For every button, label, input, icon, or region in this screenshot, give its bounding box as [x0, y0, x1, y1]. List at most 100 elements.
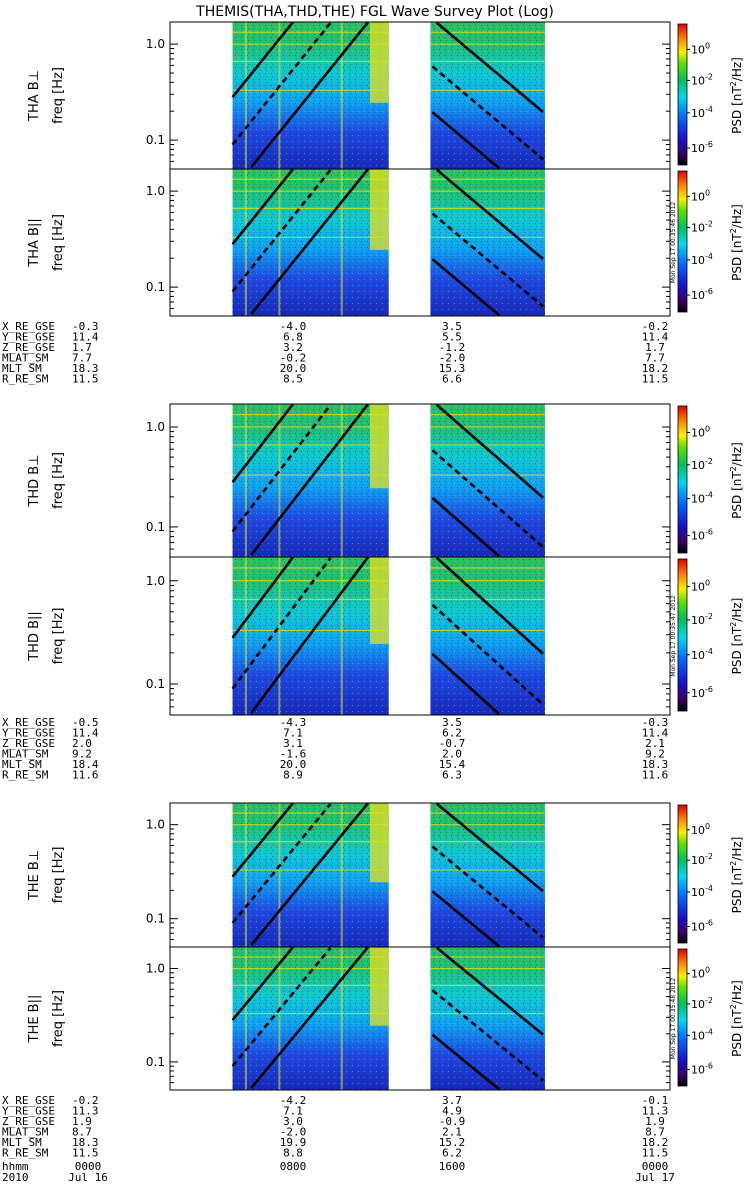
panel-ylabel: THD B|| [27, 611, 42, 662]
ephemeris-label: MLAT_SM [2, 352, 49, 365]
colorbar [677, 170, 688, 313]
colorbar-label: PSD [nT2/Hz] [729, 980, 744, 1057]
noise-strip [245, 22, 247, 169]
gyrofrequency-curve [231, 21, 294, 99]
gyrofrequency-curve [231, 22, 332, 146]
gyrofrequency-curve [250, 946, 369, 1089]
colorbar-tick-label: 100 [691, 188, 710, 203]
ephemeris-label: MLT_SM [2, 1136, 42, 1149]
panel-ylabel: THE B|| [27, 995, 42, 1044]
noise-strip [340, 169, 343, 316]
spectrogram-hot-band [370, 404, 389, 489]
colorbar-label: PSD [nT2/Hz] [729, 57, 744, 134]
ephemeris-value: 11.4 [642, 727, 669, 740]
colorbar-tick-label: 10-6 [691, 527, 713, 542]
spectrogram-hot-band [370, 22, 389, 103]
ephemeris-label: MLAT_SM [2, 1126, 49, 1139]
y-tick-label: 0.1 [146, 280, 165, 294]
gyrofrequency-curve [231, 403, 294, 484]
ephemeris-value: 7.7 [72, 352, 92, 365]
ephemeris-value: 15.4 [439, 758, 466, 771]
colorbar-tick-label: 10-6 [691, 287, 713, 302]
noise-strip [278, 22, 281, 169]
y-tick-label: 1.0 [146, 184, 165, 198]
freq-axis-label: freq [Hz] [51, 990, 66, 1047]
ephemeris-value: 20.0 [280, 362, 307, 375]
colorbar-tick-label: 10-4 [691, 252, 713, 267]
y-tick-label: 1.0 [146, 962, 165, 976]
colorbar [677, 405, 688, 554]
ephemeris-value: 3.5 [442, 320, 462, 333]
noise-strip [278, 557, 281, 715]
colorbar-tick-label: 100 [691, 966, 710, 981]
gyrofrequency-curve [231, 556, 294, 639]
noise-strip [340, 22, 343, 169]
y-tick-label: 0.1 [146, 912, 165, 926]
panel-ylabel: THA B⊥ [27, 70, 42, 122]
noise-strip [245, 404, 247, 557]
ephemeris-value: -2.0 [280, 1126, 307, 1139]
ephemeris-value: 11.5 [642, 373, 669, 386]
ephemeris-label: Z_RE_GSE [2, 1115, 55, 1128]
colorbar-tick-label: 10-6 [691, 140, 713, 155]
freq-axis-label: freq [Hz] [51, 67, 66, 124]
gyrofrequency-curve [231, 947, 332, 1068]
ephemeris-value: 4.9 [442, 1105, 462, 1118]
ephemeris-value: -0.7 [439, 737, 466, 750]
y-tick-label: 0.1 [146, 677, 165, 691]
gyrofrequency-curve [231, 557, 332, 690]
ephemeris-value: 11.3 [72, 1105, 99, 1118]
ephemeris-label: MLAT_SM [2, 748, 49, 761]
panel-ylabel: THA B|| [27, 218, 42, 267]
panel-frame [169, 556, 671, 716]
ephemeris-value: -0.3 [642, 716, 669, 729]
ephemeris-label: Z_RE_GSE [2, 737, 55, 750]
ephemeris-value: -0.1 [642, 1094, 669, 1107]
gyrofrequency-curve [250, 403, 369, 556]
colorbar-tick-label: 100 [691, 424, 710, 439]
colorbar-label: PSD [nT2/Hz] [729, 598, 744, 675]
ephemeris-value: 6.2 [442, 1147, 462, 1160]
ephemeris-label: X_RE_GSE [2, 1094, 55, 1107]
gyrofrequency-curve [431, 258, 501, 317]
colorbar-tick-label: 10-2 [691, 219, 713, 234]
noise-strip [245, 803, 247, 947]
ephemeris-value: -2.0 [439, 352, 466, 365]
ephemeris-value: 3.5 [442, 716, 462, 729]
colorbar [677, 23, 688, 166]
ephemeris-value: 1.7 [72, 341, 92, 354]
freq-axis-label: freq [Hz] [51, 608, 66, 665]
spectrogram-panel: 1.0 0.1 THA B⊥ freq [Hz] 100 10-2 10-4 10-6 PSD … [27, 21, 744, 170]
ephemeris-label: R_RE_SM [2, 373, 49, 386]
ephemeris-label: Z_RE_GSE [2, 341, 55, 354]
noise-strip [278, 803, 281, 947]
colorbar-tick-label: 100 [691, 578, 710, 593]
ephemeris-value: 18.3 [72, 362, 99, 375]
ephemeris-value: 1.9 [72, 1115, 92, 1128]
ephemeris-value: -1.6 [280, 748, 307, 761]
ephemeris-value: 11.5 [72, 373, 99, 386]
ephemeris-value: -0.3 [72, 320, 99, 333]
ephemeris-value: 6.3 [442, 769, 462, 782]
ephemeris-value: 7.7 [645, 352, 665, 365]
ephemeris-label: R_RE_SM [2, 1147, 49, 1160]
ephemeris-block: X_RE_GSE -0.2 -4.2 3.7 -0.1 Y_RE_GSE 11.3 7.1 4.… [2, 1094, 668, 1160]
noise-strip [340, 803, 343, 947]
ephemeris-value: 1.9 [645, 1115, 665, 1128]
y-tick-label: 1.0 [146, 574, 165, 588]
y-tick-label: 1.0 [146, 37, 165, 51]
time-tick-label: 0000 [75, 1160, 102, 1173]
panels-layer: 1.0 0.1 THA B⊥ freq [Hz] 100 10-2 10-4 10-6 PSD … [27, 21, 744, 1091]
ephemeris-value: 5.5 [442, 331, 462, 344]
timestamp-stamp: Mon Sep 17 00:35:46 2012 [670, 202, 677, 284]
gyrofrequency-curve [435, 802, 544, 893]
panel-frame [169, 168, 671, 317]
ephemeris-value: 1.7 [645, 341, 665, 354]
ephemeris-value: 6.6 [442, 373, 462, 386]
time-tick-label: 1600 [439, 1160, 466, 1173]
gyrofrequency-curve [431, 497, 501, 558]
ephemeris-value: 3.2 [283, 341, 303, 354]
noise-strip [340, 404, 343, 557]
y-tick-label: 0.1 [146, 133, 165, 147]
